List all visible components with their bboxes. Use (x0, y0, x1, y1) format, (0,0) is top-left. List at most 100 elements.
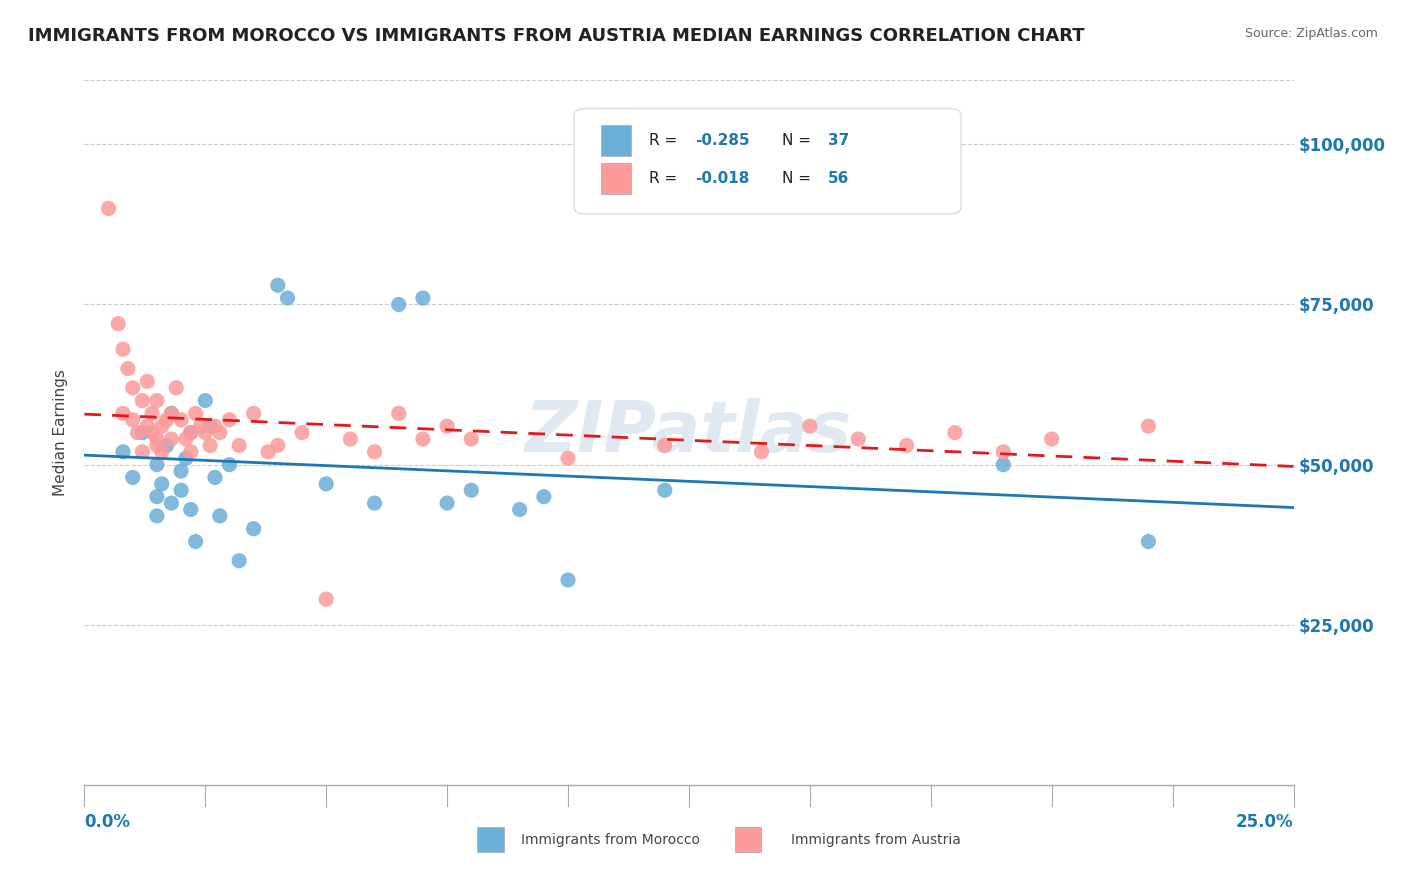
Text: N =: N = (782, 133, 815, 148)
Point (146, 458, 169, 472)
Point (228, 554, 250, 568)
Text: Immigrants from Morocco: Immigrants from Morocco (520, 832, 700, 847)
Text: -0.018: -0.018 (695, 171, 749, 186)
Point (160, 406, 183, 420)
Point (388, 297, 411, 311)
Point (131, 425, 153, 440)
Text: IMMIGRANTS FROM MOROCCO VS IMMIGRANTS FROM AUSTRIA MEDIAN EARNINGS CORRELATION C: IMMIGRANTS FROM MOROCCO VS IMMIGRANTS FR… (28, 27, 1085, 45)
Point (509, 502, 531, 516)
Point (141, 425, 163, 440)
Point (121, 413, 143, 427)
Point (112, 343, 135, 357)
Point (194, 425, 217, 440)
Point (557, 573, 579, 587)
Point (112, 406, 135, 420)
Point (155, 413, 177, 427)
FancyBboxPatch shape (600, 125, 631, 156)
Point (136, 419, 159, 434)
Point (160, 406, 183, 420)
Point (204, 470, 226, 484)
Text: Source: ZipAtlas.com: Source: ZipAtlas.com (1244, 27, 1378, 40)
Point (654, 483, 676, 498)
Point (242, 406, 264, 420)
Point (112, 445, 135, 459)
Point (180, 445, 202, 459)
Point (150, 445, 173, 459)
Point (208, 425, 231, 440)
Point (160, 496, 183, 510)
Text: -0.285: -0.285 (695, 133, 749, 148)
Point (460, 483, 482, 498)
Point (170, 464, 193, 478)
Point (160, 432, 183, 446)
Text: 56: 56 (828, 171, 849, 186)
Point (1040, 432, 1063, 446)
Point (242, 522, 264, 536)
Point (363, 496, 385, 510)
Point (170, 413, 193, 427)
Point (267, 278, 290, 293)
Text: 37: 37 (828, 133, 849, 148)
Point (1137, 534, 1160, 549)
FancyBboxPatch shape (600, 162, 631, 194)
Point (131, 393, 153, 408)
Point (184, 406, 207, 420)
Point (339, 432, 361, 446)
Point (150, 419, 173, 434)
Point (180, 502, 202, 516)
Point (131, 445, 153, 459)
Point (174, 432, 197, 446)
Point (846, 432, 869, 446)
Point (107, 317, 129, 331)
Point (228, 438, 250, 452)
Point (146, 432, 169, 446)
Text: R =: R = (650, 171, 682, 186)
Point (155, 438, 177, 452)
Text: 25.0%: 25.0% (1236, 814, 1294, 831)
Point (267, 438, 290, 452)
Point (117, 361, 139, 376)
Point (146, 508, 169, 523)
Point (180, 425, 202, 440)
Point (190, 419, 212, 434)
Point (150, 476, 173, 491)
Point (198, 419, 221, 434)
Point (184, 534, 207, 549)
Point (654, 438, 676, 452)
Point (436, 419, 458, 434)
Point (165, 381, 187, 395)
Point (218, 413, 240, 427)
Point (943, 425, 966, 440)
Point (557, 451, 579, 466)
Point (315, 592, 337, 607)
Point (218, 458, 240, 472)
Point (388, 406, 411, 420)
Text: Immigrants from Austria: Immigrants from Austria (792, 832, 962, 847)
Point (460, 432, 482, 446)
Point (146, 393, 169, 408)
Point (127, 425, 149, 440)
Point (121, 470, 143, 484)
Point (993, 445, 1015, 459)
Y-axis label: Median Earnings: Median Earnings (53, 369, 69, 496)
Point (198, 438, 221, 452)
Text: R =: R = (650, 133, 682, 148)
Point (315, 476, 337, 491)
Point (141, 406, 163, 420)
Point (208, 508, 231, 523)
Point (799, 419, 821, 434)
Point (257, 445, 280, 459)
Point (993, 458, 1015, 472)
Point (291, 425, 314, 440)
Point (146, 490, 169, 504)
Point (751, 445, 773, 459)
Point (194, 393, 217, 408)
Point (896, 438, 918, 452)
FancyBboxPatch shape (735, 827, 762, 852)
Point (180, 425, 202, 440)
Text: N =: N = (782, 171, 815, 186)
Point (121, 381, 143, 395)
Point (533, 490, 555, 504)
Text: 0.0%: 0.0% (84, 814, 131, 831)
Point (136, 375, 159, 389)
